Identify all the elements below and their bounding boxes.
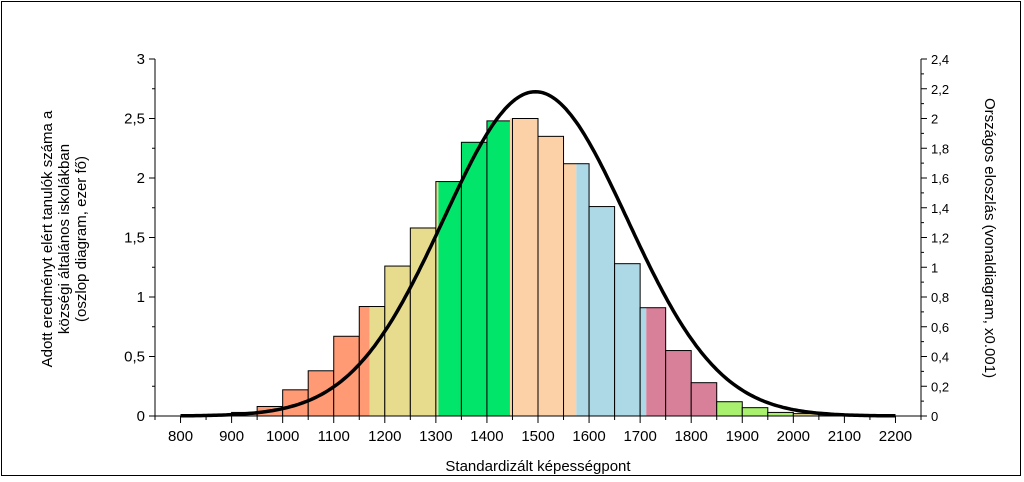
bar	[409, 227, 437, 417]
right-tick-label: 1,2	[931, 231, 949, 246]
x-tick-label: 1000	[266, 428, 299, 445]
left-tick-label: 1,5	[124, 230, 145, 247]
bar-segment	[359, 306, 370, 416]
x-tick-label: 2200	[879, 428, 912, 445]
right-tick-label: 2,4	[931, 52, 949, 67]
right-axis-title: Országos eloszlás (vonaldiagram, x0.001)	[981, 98, 998, 378]
right-tick-label: 1,8	[931, 141, 949, 156]
bar	[435, 181, 462, 417]
bar-fill	[767, 412, 794, 416]
axes-layer: 800 900 1000 1100 1200 1300 1400 1500 1600 1700 18…	[124, 51, 949, 445]
x-tick-label: 2100	[828, 428, 861, 445]
right-tick-label: 0,4	[931, 350, 949, 365]
right-tick-label: 2	[931, 112, 938, 127]
bar-segment	[435, 181, 439, 416]
x-tick-label: 1300	[419, 428, 452, 445]
x-tick-label: 2000	[777, 428, 810, 445]
x-tick-label: 1800	[675, 428, 708, 445]
left-tick-label: 0,5	[124, 349, 145, 366]
right-tick-label: 0,2	[931, 379, 949, 394]
right-tick-label: 1,4	[931, 201, 949, 216]
bar-segment	[640, 307, 647, 416]
bar-segment	[369, 306, 385, 416]
x-tick-label: 1900	[726, 428, 759, 445]
bar	[741, 407, 769, 417]
bar-fill	[793, 413, 819, 416]
left-tick-label: 0	[137, 408, 145, 425]
bar	[690, 382, 718, 417]
bar-fill	[716, 401, 743, 416]
bar	[767, 411, 794, 417]
bar-fill	[410, 227, 436, 416]
bar	[384, 265, 411, 417]
x-axis-title: Standardizált képességpont	[445, 458, 631, 475]
bar-segment	[438, 181, 462, 416]
x-tick-label: 1400	[470, 428, 503, 445]
right-tick-label: 1,6	[931, 171, 949, 186]
bar	[716, 401, 743, 417]
x-tick-label: 1200	[368, 428, 401, 445]
bar	[665, 350, 692, 417]
bar-fill	[614, 263, 641, 416]
bar	[639, 307, 667, 417]
bar-fill	[742, 407, 768, 416]
left-axis-title: Adott eredményt elért tanulók száma a kö…	[39, 110, 90, 367]
bar	[509, 118, 539, 417]
distribution-curve	[180, 89, 896, 418]
bar	[460, 141, 488, 417]
bar	[614, 263, 641, 417]
x-tick-label: 1100	[318, 428, 350, 445]
left-tick-label: 2	[137, 170, 145, 187]
bar-fill	[538, 136, 564, 416]
bar	[537, 135, 565, 417]
bar-segment	[563, 163, 577, 416]
bar-fill	[384, 266, 411, 416]
bar-fill	[461, 142, 487, 417]
bar-segment	[646, 307, 666, 416]
left-tick-label: 1	[137, 289, 145, 306]
bar-fill	[665, 350, 692, 416]
bar	[563, 163, 590, 417]
bar-fill	[691, 382, 717, 416]
x-tick-label: 1500	[521, 428, 554, 445]
right-tick-label: 2,2	[931, 82, 949, 97]
bars-layer	[205, 118, 845, 417]
x-tick-label: 800	[168, 428, 193, 445]
left-tick-label: 2,5	[124, 111, 145, 128]
right-tick-label: 0	[931, 409, 938, 424]
left-axis-title-line-1: Adott eredményt elért tanulók száma a	[39, 110, 56, 367]
x-tick-label: 900	[219, 428, 244, 445]
right-tick-label: 0,6	[931, 320, 949, 335]
x-tick-label: 1700	[623, 428, 656, 445]
bar-segment	[576, 163, 590, 416]
bar	[588, 206, 616, 417]
left-axis-title-line-3: (oszlop diagram, ezer fő)	[73, 156, 90, 322]
right-tick-label: 0,8	[931, 290, 949, 305]
bar-segment	[509, 118, 538, 416]
bar-fill	[486, 120, 513, 416]
left-tick-label: 3	[137, 51, 145, 68]
bar	[486, 120, 513, 417]
x-tick-label: 1600	[572, 428, 605, 445]
left-axis-title-line-2: községi általános iskolákban	[56, 144, 73, 334]
bar-fill	[589, 206, 615, 416]
right-tick-label: 1	[931, 260, 938, 275]
